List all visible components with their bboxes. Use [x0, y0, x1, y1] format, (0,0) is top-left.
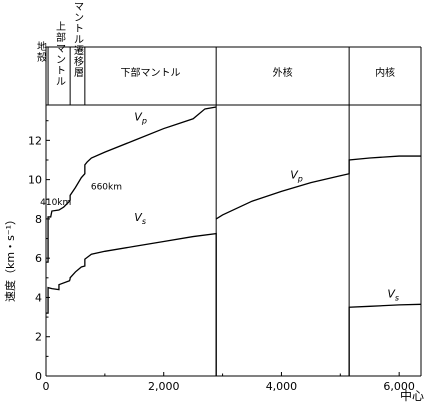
zone-label: 外核 [273, 66, 293, 79]
series-label-vp: Vp [290, 169, 303, 184]
zone-label: 下部マントル [121, 66, 181, 79]
x-tick-label: 4,000 [266, 380, 298, 393]
x-axis-label: 中心 [400, 388, 424, 403]
series-group [46, 106, 422, 376]
x-tick-label: 2,000 [148, 380, 180, 393]
y-tick-label: 6 [35, 252, 42, 265]
zone-label: 内核 [375, 66, 395, 79]
y-tick-label: 2 [35, 331, 42, 344]
series-line-vs [348, 303, 422, 376]
series-label-vp: Vp [134, 111, 147, 126]
series-line-vs [46, 232, 217, 376]
y-tick-label: 8 [35, 213, 42, 226]
series-line-vp [46, 106, 217, 263]
axes: 0 2,000 4,000 6,000 0 2 4 6 8 10 12 [28, 120, 415, 393]
x-tick-label: 6,000 [383, 380, 415, 393]
x-tick-label: 0 [43, 380, 50, 393]
y-tick-label: 12 [28, 134, 42, 147]
zone-label: 地殻 [37, 40, 47, 64]
zone-headers: 地殻上部マントルマントル遷移層下部マントル 外核 内核 [37, 2, 395, 376]
series-line-vp [215, 155, 421, 220]
chart-frame [45, 46, 422, 377]
depth-annotation: 660km [91, 183, 122, 193]
y-tick-label: 10 [28, 174, 42, 187]
zone-label: 上部マントル [56, 21, 66, 88]
y-tick-label: 4 [35, 291, 42, 304]
series-label-vs: Vs [134, 211, 146, 226]
series-label-vs: Vs [387, 287, 399, 302]
annotations-group: Vp Vp Vs Vs 660km 410km [40, 111, 399, 303]
y-tick-label: 0 [35, 370, 42, 383]
zone-label: マントル遷移層 [74, 2, 84, 79]
depth-annotation: 410km [40, 198, 71, 208]
y-axis-label: 速度（km・s⁻¹） [3, 214, 17, 302]
